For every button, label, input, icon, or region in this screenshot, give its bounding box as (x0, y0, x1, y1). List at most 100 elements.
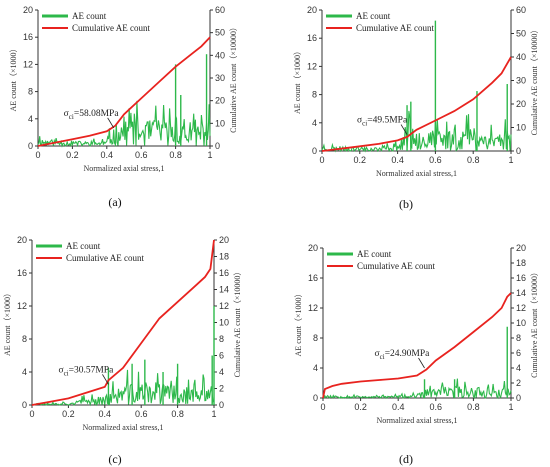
panel-c-x-tick-label: 0.2 (62, 409, 75, 419)
chart-panel-c: 0 0.2 0.4 0.6 0.8 104812162002468101214161820… (3, 235, 242, 466)
panel-c-ae-count-series (31, 369, 215, 407)
panel-c-y2-axis-label: Cumulative AE count（×10000） (233, 268, 242, 378)
panel-a-y-tick-label: 12 (23, 59, 33, 69)
panel-b-y-tick-label: 4 (312, 118, 317, 128)
panel-a-y-tick-label: 16 (23, 32, 33, 42)
panel-d-y2-tick-label: 16 (516, 273, 526, 283)
panel-c-x-axis-label: Normalized axial stress,1 (82, 423, 163, 432)
panel-a-y2-tick-label: 30 (215, 73, 225, 83)
panel-d-annotation-pointer (418, 357, 425, 369)
panel-c-y2-tick-label: 10 (219, 318, 229, 328)
panel-a-y2-tick-label: 60 (215, 5, 225, 15)
panel-d-y2-tick-label: 20 (516, 243, 526, 253)
panel-a-x-tick-label: 0.8 (169, 150, 182, 160)
panel-b-cumulative-series (321, 56, 512, 152)
panel-c-y-tick-label: 20 (17, 235, 27, 245)
panel-c-subfigure-label: (c) (108, 452, 121, 466)
panel-a-x-tick-label: 1 (207, 150, 212, 160)
panel-c-y2-tick-label: 18 (219, 252, 229, 262)
panel-c-y2-tick-label: 0 (219, 400, 224, 410)
panel-a-y2-axis-label: Cumulative AE count（×10000） (229, 23, 238, 133)
panel-b-y2-tick-label: 40 (516, 52, 526, 62)
panel-d-x-tick-label: 0.2 (354, 402, 367, 412)
panel-c-y2-tick-label: 4 (219, 367, 224, 377)
panel-b-y2-axis-label: Cumulative AE count（×10000） (530, 26, 539, 136)
panel-d-y-tick-label: 4 (313, 363, 318, 373)
panel-d-cumulative-series (322, 292, 512, 399)
panel-c-legend-ae-label: AE count (66, 241, 101, 251)
panel-a-y-tick-label: 0 (28, 141, 33, 151)
panel-c-y2-tick-label: 16 (219, 268, 229, 278)
panel-a-x-tick-label: 0.6 (135, 150, 148, 160)
panel-d-x-tick-label: 1 (508, 402, 513, 412)
chart-panel-b: 0 0.2 0.4 0.6 0.8 10481216200102030405060Norm… (293, 5, 539, 211)
panel-d-y2-tick-label: 2 (516, 378, 521, 388)
panel-c-annotation-pointer (102, 374, 109, 385)
panel-c-x-tick-label: 0.6 (135, 409, 148, 419)
panel-a-subfigure-label: (a) (108, 195, 121, 209)
panel-b-y-tick-label: 12 (307, 61, 317, 71)
panel-d-x-tick-label: 0.6 (430, 402, 443, 412)
panel-a-legend-ae-label: AE count (72, 11, 107, 21)
panel-b-legend-ae-label: AE count (356, 11, 391, 21)
panel-d-y-tick-label: 0 (313, 393, 318, 403)
panel-b-sigma-ci-annotation: σci=49.5MPa (357, 116, 408, 128)
panel-b-subfigure-label: (b) (399, 197, 413, 211)
panel-b-y2-tick-label: 50 (516, 29, 526, 39)
chart-panel-a: 0 0.2 0.4 0.6 0.8 10481216200102030405060Norm… (9, 5, 238, 209)
panel-d-y2-tick-label: 18 (516, 258, 526, 268)
panel-a-annotation-pointer (107, 117, 115, 129)
panel-c-x-tick-label: 1 (211, 409, 216, 419)
panel-c-y-tick-label: 0 (22, 400, 27, 410)
panel-b-x-tick-label: 0.6 (429, 155, 442, 165)
panel-b-y-tick-label: 20 (307, 5, 317, 15)
panel-c-y-axis-label: AE count（×1000） (3, 289, 12, 356)
panel-a-y-tick-label: 4 (28, 114, 33, 124)
panel-a-y-axis-label: AE count（×1000） (9, 45, 18, 112)
panel-d-y-tick-label: 20 (308, 243, 318, 253)
panel-d-y2-axis-label: Cumulative AE count（×10000） (530, 268, 539, 378)
panel-a-y2-tick-label: 40 (215, 50, 225, 60)
panel-d-legend-ae-label: AE count (357, 249, 392, 259)
panel-b-x-tick-label: 0.8 (467, 155, 480, 165)
panel-c-y2-tick-label: 20 (219, 235, 229, 245)
panel-d-x-tick-label: 0.8 (467, 402, 480, 412)
panel-c-y2-tick-label: 6 (219, 351, 224, 361)
panel-a-legend-cum-label: Cumulative AE count (72, 23, 150, 33)
panel-d-legend-cum-label: Cumulative AE count (357, 261, 435, 271)
panel-a-x-tick-label: 0.2 (66, 150, 79, 160)
panel-c-x-tick-label: 0.8 (171, 409, 184, 419)
panel-c-y2-tick-label: 2 (219, 384, 224, 394)
panel-c-cumulative-series (31, 239, 215, 406)
panel-a-y2-tick-label: 0 (215, 141, 220, 151)
panel-b-legend-cum-label: Cumulative AE count (356, 23, 434, 33)
panel-b-y2-tick-label: 30 (516, 76, 526, 86)
panel-b-y2-tick-label: 20 (516, 99, 526, 109)
panel-c-sigma-ci-annotation: σci=30.57MPa (58, 365, 114, 377)
panel-d-y2-tick-label: 8 (516, 333, 521, 343)
panel-d-y2-tick-label: 12 (516, 303, 526, 313)
panel-b-y-axis-label: AE count（×1000） (293, 47, 302, 114)
panel-c-y-tick-label: 12 (17, 301, 27, 311)
panel-d-y2-tick-label: 6 (516, 348, 521, 358)
panel-d-y-axis-label: AE count（×1000） (294, 290, 303, 357)
panel-a-y-tick-label: 20 (23, 5, 33, 15)
panel-d-sigma-ci-annotation: σci=24.90MPa (375, 349, 431, 361)
panel-c-y2-tick-label: 12 (219, 301, 229, 311)
panel-a-y-tick-label: 8 (28, 87, 33, 97)
chart-panel-d: 0 0.2 0.4 0.6 0.8 104812162002468101214161820… (294, 243, 539, 466)
panel-c-y-tick-label: 16 (17, 268, 27, 278)
panel-d-y2-tick-label: 0 (516, 393, 521, 403)
panel-d-ae-count-series (322, 378, 512, 400)
panel-c-y2-tick-label: 8 (219, 334, 224, 344)
panel-b-y-tick-label: 8 (312, 90, 317, 100)
panel-c-x-tick-label: 0.4 (99, 409, 112, 419)
panel-a-sigma-ci-annotation: σci=58.08MPa (64, 109, 120, 121)
panel-d-y2-tick-label: 4 (516, 363, 521, 373)
panel-a-y2-tick-label: 20 (215, 96, 225, 106)
panel-d-y-tick-label: 8 (313, 333, 318, 343)
panel-b-x-tick-label: 0 (319, 155, 324, 165)
panel-d-x-tick-label: 0.4 (392, 402, 405, 412)
panel-a-x-tick-label: 0.4 (101, 150, 114, 160)
panel-b-y2-tick-label: 10 (516, 123, 526, 133)
